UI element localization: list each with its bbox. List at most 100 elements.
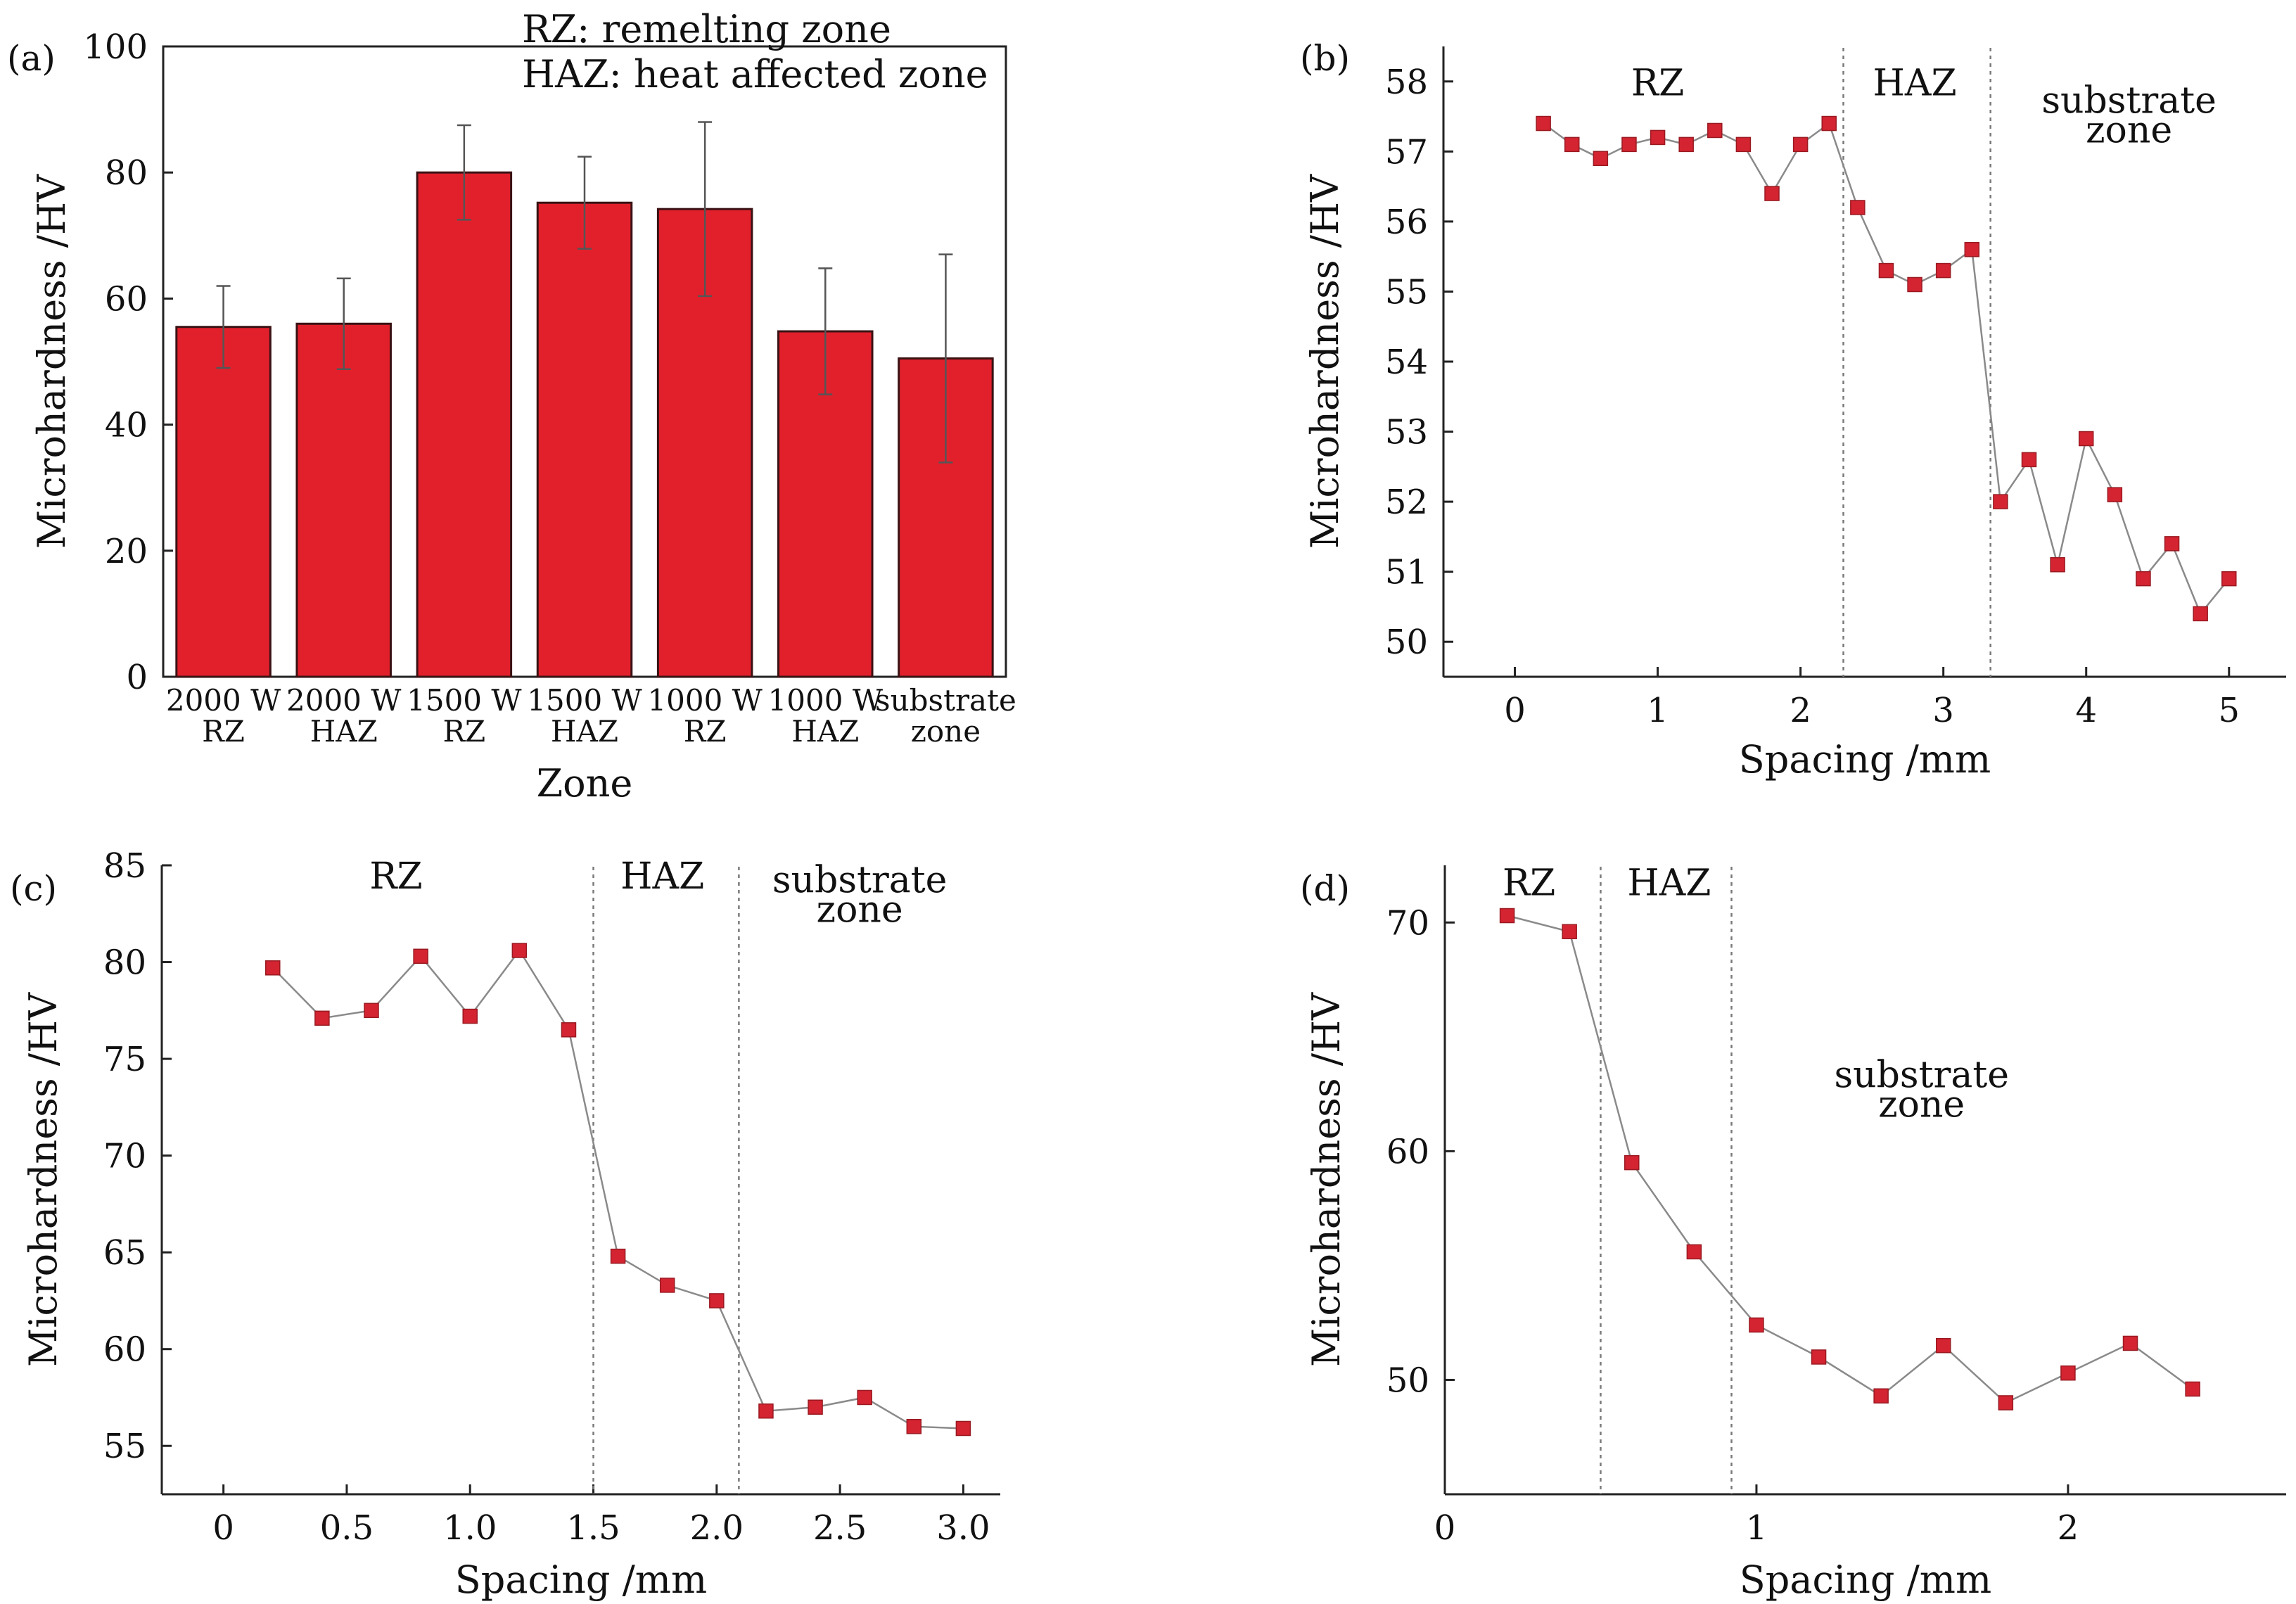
x-tick-label: 4 [2075,691,2097,730]
panel-label: (a) [7,38,56,79]
y-tick-label: 60 [105,279,148,319]
x-tick-label: 2.5 [813,1508,867,1548]
data-point [1593,151,1609,167]
category-label: RZ [442,714,485,749]
category-label: RZ [684,714,727,749]
y-tick-label: 80 [103,943,146,983]
data-point [2122,1335,2138,1351]
y-tick-label: 20 [105,532,148,571]
data-point [1873,1388,1889,1404]
category-label: 2000 W [166,683,281,718]
category-label: zone [911,714,981,749]
x-tick-label: 0.5 [320,1508,374,1548]
x-axis-label: Spacing /mm [1739,737,1991,782]
x-tick-label: 1 [1746,1508,1768,1548]
x-tick-label: 2.0 [690,1508,744,1548]
y-tick-label: 100 [83,27,148,67]
data-point [2136,571,2151,587]
data-point [1998,1395,2014,1411]
category-label: RZ [202,714,245,749]
data-point [2060,1365,2076,1381]
legend-text: HAZ: heat affected zone [522,52,988,96]
y-axis-label: Microhardness /HV [30,174,74,549]
category-label: 1500 W [527,683,642,718]
y-tick-label: 40 [105,406,148,445]
data-point [758,1403,774,1419]
data-point [2193,606,2208,622]
zone-label: zone [817,889,903,931]
y-tick-label: 70 [1386,903,1429,943]
y-tick-label: 58 [1385,63,1428,102]
y-tick-label: 80 [105,153,148,193]
series-line [1543,122,2230,616]
y-tick-label: 70 [103,1137,146,1176]
zone-label: substrate [2041,80,2217,122]
category-label: HAZ [791,714,859,749]
data-point [659,1278,675,1293]
data-point [2164,536,2180,552]
x-axis-label: Spacing /mm [1740,1558,1991,1602]
x-tick-label: 0 [1504,691,1526,730]
data-point [1624,1154,1640,1171]
y-tick-label: 0 [126,658,148,697]
x-tick-label: 2 [1790,691,1811,730]
y-axis-label: Microhardness /HV [21,992,65,1367]
y-tick-label: 65 [103,1233,146,1273]
y-tick-label: 55 [1385,272,1428,312]
y-tick-label: 52 [1385,483,1428,522]
data-point [1935,262,1951,279]
data-point [1964,241,1980,257]
data-point [2078,431,2094,447]
zone-label: RZ [1631,63,1684,105]
data-point [265,960,281,976]
data-point [1499,908,1515,924]
data-point [1564,136,1580,153]
data-point [610,1248,626,1264]
x-tick-label: 1.0 [443,1508,497,1548]
data-point [1821,115,1837,132]
data-point [1792,136,1809,153]
x-tick-label: 1 [1647,691,1669,730]
data-point [955,1420,971,1437]
data-point [2021,452,2037,468]
x-tick-label: 2 [2058,1508,2079,1548]
data-point [2107,487,2123,502]
zone-label: RZ [1503,862,1555,904]
data-point [2185,1381,2200,1397]
category-label: HAZ [551,714,618,749]
data-point [2050,556,2065,573]
zone-label: RZ [369,855,422,898]
data-point [1907,276,1922,293]
data-point [1993,494,2008,509]
y-tick-label: 57 [1385,132,1428,172]
data-point [1764,186,1780,201]
category-label: 1000 W [768,683,884,718]
data-point [1850,200,1866,215]
data-point [906,1418,922,1434]
data-point [511,943,528,958]
zone-label: HAZ [1627,862,1711,904]
zone-label: substrate [1834,1054,2009,1096]
category-label: HAZ [310,714,378,749]
bar [536,201,633,678]
y-axis-label: Microhardness /HV [1303,174,1347,549]
bar [295,322,392,678]
y-tick-label: 55 [103,1427,146,1466]
y-tick-label: 54 [1385,343,1428,382]
data-point [857,1389,872,1406]
y-tick-label: 51 [1385,553,1428,592]
data-point [1650,129,1666,146]
data-point [1735,136,1752,153]
bar [175,326,272,678]
y-tick-label: 85 [103,846,146,886]
data-point [413,948,428,965]
data-point [314,1010,330,1026]
y-tick-label: 60 [1386,1132,1429,1171]
panel-label: (d) [1300,868,1350,909]
legend-text: RZ: remelting zone [522,7,891,51]
data-point [462,1008,478,1024]
x-axis-label: Zone [537,761,633,806]
x-axis-label: Spacing /mm [455,1558,707,1602]
